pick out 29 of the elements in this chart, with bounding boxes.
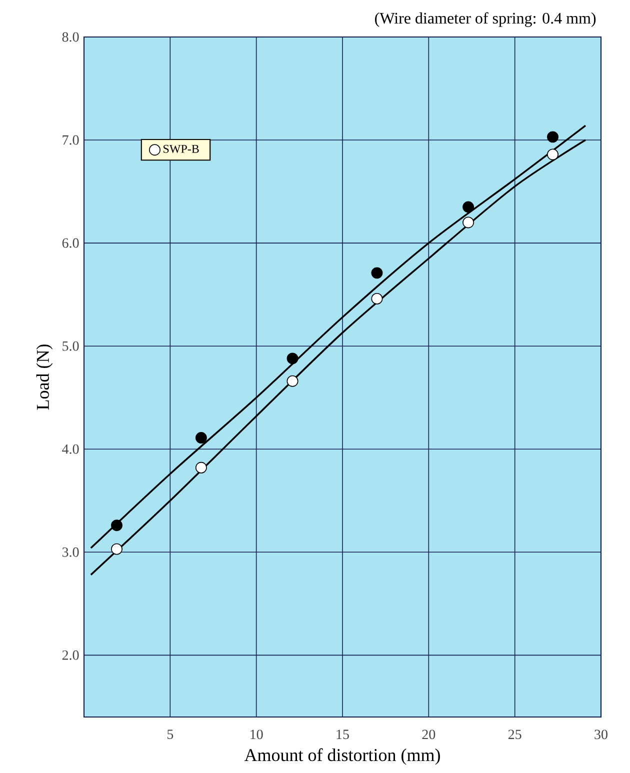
x-tick-label: 10 (250, 730, 263, 740)
x-tick-label: 15 (336, 730, 349, 740)
chart-title: (Wire diameter of spring: 0.4 mm) (375, 12, 596, 27)
point (195, 462, 207, 474)
x-tick-label: 25 (508, 730, 522, 740)
point (462, 216, 474, 228)
point (111, 520, 122, 532)
point (547, 131, 558, 143)
point (111, 543, 122, 555)
point (195, 432, 207, 444)
y-tick-label: 3.0 (62, 547, 79, 557)
y-axis-title: Load (N) (36, 344, 53, 410)
point (371, 292, 383, 304)
point (462, 201, 474, 213)
point (371, 267, 383, 279)
y-tick-label: 5.0 (62, 341, 79, 351)
point (286, 375, 298, 387)
point (547, 148, 558, 160)
x-tick-label: 5 (167, 730, 174, 740)
y-tick-label: 4.0 (62, 444, 79, 454)
y-tick-label: 2.0 (62, 650, 79, 660)
y-tick-label: 6.0 (62, 238, 79, 248)
y-tick-label: 8.0 (62, 32, 79, 42)
point (286, 352, 298, 364)
y-tick-label: 7.0 (62, 135, 79, 145)
legend-label: SWP-B (164, 144, 199, 153)
x-axis-title: Amount of distortion (mm) (244, 748, 440, 765)
x-tick-label: 20 (422, 730, 436, 740)
x-tick-label: 30 (594, 730, 608, 740)
